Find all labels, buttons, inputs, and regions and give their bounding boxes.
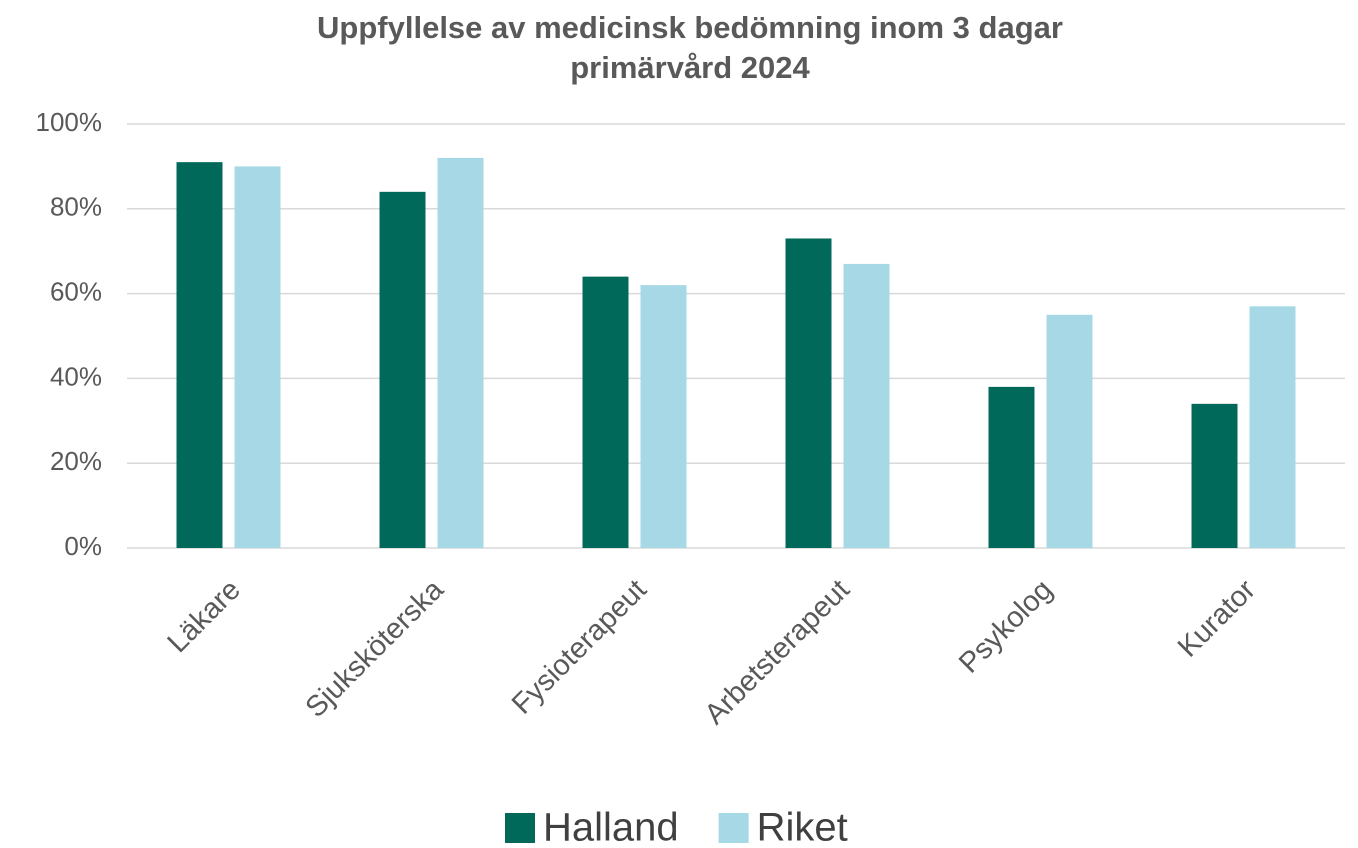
x-tick-label: Sjuksköterska: [300, 573, 451, 724]
y-tick-label: 60%: [50, 276, 102, 306]
bar: [1249, 306, 1296, 548]
bar: [176, 162, 223, 548]
bar: [988, 386, 1035, 548]
y-tick-label: 80%: [50, 192, 102, 222]
y-tick-label: 0%: [64, 531, 102, 561]
bar: [1191, 403, 1238, 548]
bar: [640, 285, 687, 548]
bar: [785, 238, 832, 549]
bar: [582, 276, 629, 548]
legend-label: Riket: [757, 806, 848, 848]
bar: [379, 191, 426, 548]
x-tick-label: Läkare: [162, 574, 247, 659]
bar: [234, 166, 281, 548]
x-tick-label: Kurator: [1172, 574, 1262, 664]
legend-swatch: [505, 813, 535, 843]
bar: [1046, 314, 1093, 548]
y-tick-label: 20%: [50, 446, 102, 476]
y-tick-label: 40%: [50, 361, 102, 391]
x-tick-label: Psykolog: [953, 574, 1059, 680]
y-tick-label: 100%: [36, 107, 103, 137]
x-tick-label: Arbetsterapeut: [699, 574, 856, 731]
chart-title: primärvård 2024: [570, 50, 810, 85]
bar: [437, 157, 484, 549]
legend-swatch: [718, 813, 749, 843]
chart-title: Uppfyllelse av medicinsk bedömning inom …: [317, 10, 1063, 45]
legend-label: Halland: [543, 806, 679, 848]
x-tick-label: Fysioterapeut: [506, 574, 653, 721]
bar: [843, 263, 890, 548]
